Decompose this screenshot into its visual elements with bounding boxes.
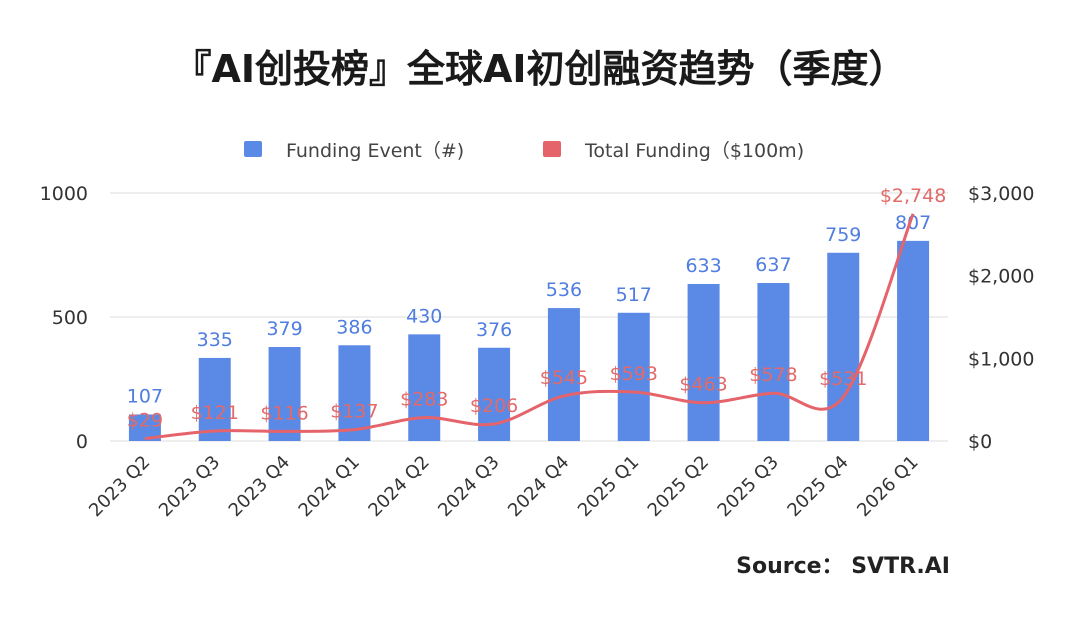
x-tick-label: 2023 Q2 (85, 452, 154, 521)
legend-item-funding-event: Funding Event（#) (244, 134, 464, 164)
right-y-axis: $0 $1,000 $2,000 $3,000 (968, 183, 1034, 453)
source-note: Source： SVTR.AI (736, 554, 950, 579)
x-tick-label: 2023 Q3 (155, 452, 224, 521)
x-tick-label: 2024 Q4 (504, 452, 573, 521)
line-value-label: $2,748 (880, 185, 946, 207)
line-value-label: $206 (470, 395, 518, 417)
bar-value-label: 633 (685, 255, 721, 277)
bar-value-label: 335 (197, 329, 233, 351)
x-tick-label: 2025 Q3 (714, 452, 783, 521)
line-value-label: $283 (400, 389, 448, 411)
legend-swatch-bar (244, 141, 262, 157)
bar (198, 357, 231, 441)
legend: Funding Event（#) Total Funding（$100m) (0, 134, 1080, 164)
bar-value-label: 430 (406, 305, 442, 327)
bar-series (128, 240, 930, 441)
line-value-label: $531 (819, 368, 867, 390)
bar-value-label: 107 (127, 385, 163, 407)
bar (687, 284, 720, 441)
x-tick-label: 2024 Q2 (364, 452, 433, 521)
bar (757, 283, 790, 441)
line-value-label: $121 (191, 402, 239, 424)
legend-label-total-funding: Total Funding（$100m) (585, 139, 805, 162)
legend-swatch-line (543, 141, 561, 157)
bar (268, 347, 301, 441)
bar-value-label: 637 (755, 254, 791, 276)
bar-value-label: 807 (895, 212, 931, 234)
right-tick-label: $1,000 (968, 348, 1034, 370)
legend-item-total-funding: Total Funding（$100m) (543, 134, 804, 164)
legend-label-funding-event: Funding Event（#) (286, 139, 465, 162)
line-labels: $29 $121 $116 $137 $283 $206 $545 $593 $463 $578 $… (127, 185, 947, 432)
chart-title: 『AI创投榜』全球AI初创融资趋势（季度） (173, 47, 907, 91)
bar-value-label: 759 (825, 224, 861, 246)
line-value-label: $545 (540, 367, 588, 389)
bar (338, 345, 371, 441)
right-tick-label: $0 (968, 431, 992, 453)
x-tick-label: 2024 Q3 (434, 452, 503, 521)
bar (408, 334, 441, 441)
line-value-label: $116 (260, 402, 308, 424)
bar (827, 252, 860, 441)
x-axis: 2023 Q2 2023 Q3 2023 Q4 2024 Q1 2024 Q2 2024 … (85, 452, 923, 521)
line-value-label: $593 (610, 363, 658, 385)
bar-value-label: 379 (266, 318, 302, 340)
line-value-label: $578 (749, 364, 797, 386)
x-tick-label: 2024 Q1 (295, 452, 364, 521)
x-tick-label: 2023 Q4 (225, 452, 294, 521)
gridlines (110, 192, 948, 442)
left-tick-label: 1000 (40, 183, 88, 205)
bar (617, 312, 650, 441)
bar-value-label: 376 (476, 319, 512, 341)
right-tick-label: $3,000 (968, 183, 1034, 205)
left-tick-label: 500 (52, 307, 88, 329)
left-y-axis: 0 500 1000 (40, 183, 88, 453)
x-tick-label: 2026 Q1 (853, 452, 922, 521)
left-tick-label: 0 (76, 431, 88, 453)
line-value-label: $463 (679, 374, 727, 396)
bar-value-label: 517 (616, 284, 652, 306)
line-value-label: $137 (330, 401, 378, 423)
bar (547, 308, 580, 441)
x-tick-label: 2025 Q1 (574, 452, 643, 521)
line-value-label: $29 (127, 410, 163, 432)
bar (897, 240, 930, 441)
bar-value-label: 536 (546, 279, 582, 301)
bar-value-label: 386 (336, 316, 372, 338)
line-series (144, 213, 915, 441)
bar-labels: 107 335 379 386 430 376 536 517 633 637 759 807 (127, 212, 931, 408)
x-tick-label: 2025 Q4 (783, 452, 852, 521)
right-tick-label: $2,000 (968, 266, 1034, 288)
x-tick-label: 2025 Q2 (644, 452, 713, 521)
